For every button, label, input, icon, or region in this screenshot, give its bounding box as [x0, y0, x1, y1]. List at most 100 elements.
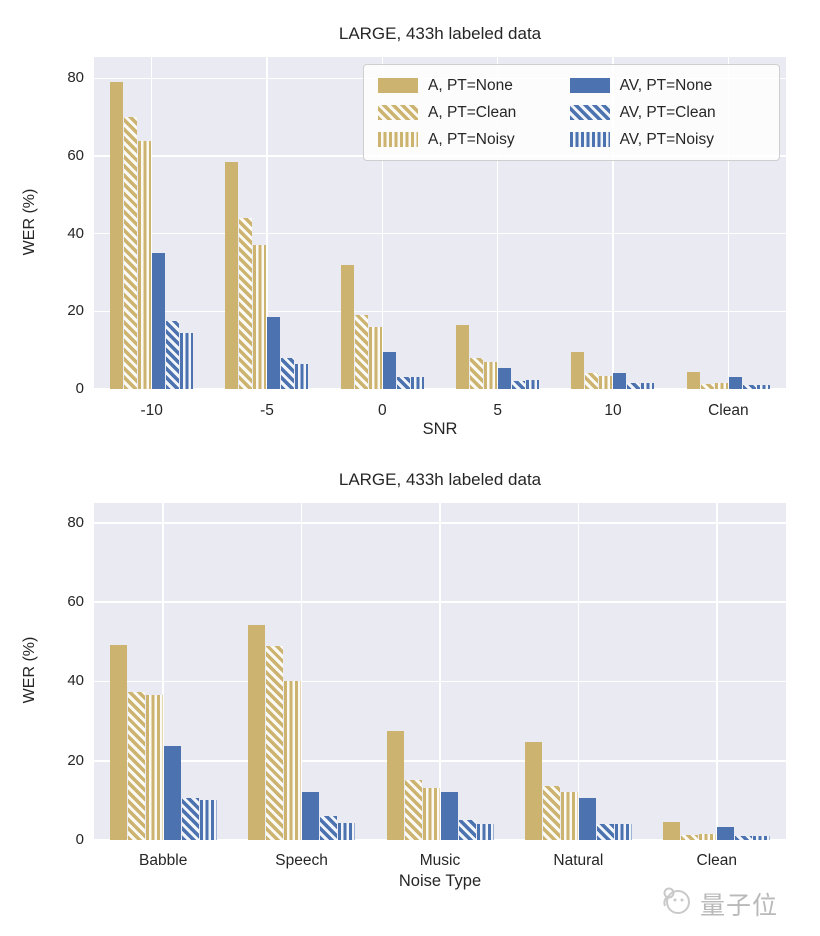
watermark: 量子位 [660, 884, 778, 923]
h-gridline [94, 839, 786, 841]
y-axis-label: WER (%) [21, 636, 38, 704]
x-axis-label: SNR [422, 420, 458, 438]
x-tick-label: Babble [139, 852, 188, 869]
h-gridline [94, 759, 786, 762]
x-tick-label: Natural [553, 852, 604, 869]
bar [585, 373, 599, 389]
bar [742, 385, 756, 389]
h-gridline [94, 232, 786, 235]
bar [717, 827, 735, 840]
bar [686, 371, 700, 389]
bar-group-clean [648, 503, 786, 840]
y-axis-label: WER (%) [21, 188, 38, 256]
h-gridline [94, 155, 786, 157]
bar [410, 377, 424, 389]
chart-title: LARGE, 433h labeled data [338, 24, 542, 43]
bar [476, 824, 494, 840]
bar [225, 161, 239, 389]
bar [284, 680, 302, 840]
bar [596, 824, 614, 840]
bar-group-speech [232, 503, 370, 840]
bar-group-5 [440, 57, 555, 389]
y-tick-label: 80 [67, 69, 84, 87]
legend-swatch-vert [569, 132, 610, 147]
bar [354, 315, 368, 389]
bar [614, 824, 632, 840]
bar [281, 357, 295, 389]
bar [735, 836, 753, 840]
bar [295, 363, 309, 389]
bar [302, 791, 320, 840]
v-gridline [612, 57, 614, 389]
y-tick-label: 40 [67, 672, 84, 690]
bar [404, 779, 422, 840]
bar [145, 695, 163, 840]
bar [681, 835, 699, 840]
h-gridline [94, 388, 786, 390]
bar [396, 376, 410, 389]
bar [422, 787, 440, 840]
legend-item: AV, PT=Clean [569, 99, 769, 126]
bar [338, 823, 356, 840]
bar [613, 373, 627, 389]
x-tick-label: Clean [696, 852, 738, 869]
y-tick-label: 60 [67, 593, 84, 611]
bar [458, 820, 476, 840]
bar [526, 380, 540, 389]
bar [578, 798, 596, 840]
plot-area [94, 57, 786, 390]
legend-label: A, PT=Noisy [428, 130, 515, 148]
bar [599, 376, 613, 389]
x-tick-label: 10 [604, 402, 622, 419]
bar [470, 357, 484, 389]
plot-area [94, 503, 786, 841]
bar [699, 834, 717, 840]
x-tick-label: -5 [260, 402, 274, 419]
bar [340, 264, 354, 389]
x-tick-label: -10 [140, 402, 163, 419]
bar [641, 383, 655, 389]
bar-group--5 [209, 57, 324, 389]
bar-groups [94, 503, 786, 840]
bar [239, 218, 253, 389]
legend-label: A, PT=Clean [428, 103, 517, 121]
bar [180, 332, 194, 389]
y-tick-label: 40 [67, 224, 84, 242]
v-gridline [150, 57, 153, 389]
v-gridline [716, 503, 718, 840]
legend-swatch-diag [569, 105, 610, 120]
bar [109, 644, 127, 840]
bar [266, 645, 284, 840]
legend-swatch-none [569, 78, 610, 93]
bar [498, 367, 512, 389]
bar [524, 742, 542, 840]
legend-swatch-vert [378, 132, 418, 147]
bar [440, 791, 458, 840]
x-tick-label: 0 [378, 402, 387, 419]
legend: A, PT=None A, PT=Clean A, PT=Noisy AV, PT=N… [363, 64, 780, 161]
y-tick-label: 0 [75, 831, 84, 848]
legend-label: A, PT=None [428, 76, 513, 94]
v-gridline [266, 57, 268, 389]
qbitai-logo-icon [660, 884, 694, 923]
v-gridline [162, 503, 164, 840]
bar [456, 324, 470, 389]
bar [368, 326, 382, 389]
bar [386, 730, 404, 840]
legend-item: A, PT=Noisy [378, 126, 570, 153]
legend-item: A, PT=None [378, 72, 570, 99]
bar [542, 786, 560, 840]
legend-swatch-none [378, 78, 418, 93]
bar [728, 376, 742, 389]
bar-groups [94, 57, 786, 389]
v-gridline [381, 57, 384, 389]
bar [166, 321, 180, 389]
h-gridline [94, 310, 786, 313]
bar [127, 692, 145, 840]
y-tick-label: 20 [67, 751, 84, 769]
watermark-text: 量子位 [700, 890, 779, 920]
bar [382, 352, 396, 389]
bar [512, 380, 526, 389]
